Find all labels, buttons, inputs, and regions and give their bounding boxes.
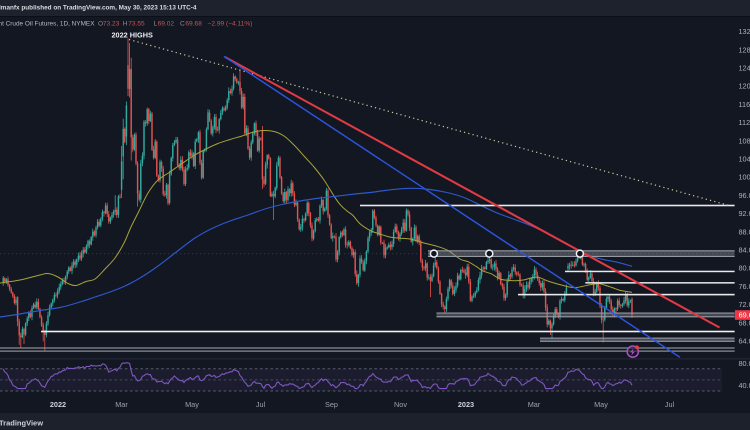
svg-text:O: O [98, 20, 103, 27]
svg-text:80.00: 80.00 [739, 359, 750, 368]
svg-text:128.00: 128.00 [739, 45, 750, 54]
svg-text:73.23: 73.23 [103, 20, 120, 27]
svg-text:108.00: 108.00 [739, 136, 750, 145]
svg-text:72.00: 72.00 [739, 300, 750, 309]
svg-text:nt Crude Oil Futures, 1D, NYME: nt Crude Oil Futures, 1D, NYMEX [0, 20, 95, 27]
svg-text:76.00: 76.00 [739, 282, 750, 291]
svg-text:124.00: 124.00 [739, 64, 750, 73]
svg-text:68.00: 68.00 [739, 318, 750, 327]
svg-text:H: H [123, 20, 128, 27]
svg-text:69.02: 69.02 [158, 20, 175, 27]
svg-text:69.68: 69.68 [739, 311, 750, 320]
svg-text:May: May [185, 400, 199, 409]
svg-text:−2.99 (−4.11%): −2.99 (−4.11%) [208, 20, 253, 27]
svg-text:100.00: 100.00 [739, 173, 750, 182]
svg-text:TradingView: TradingView [0, 418, 43, 427]
svg-text:Jul: Jul [256, 400, 266, 409]
svg-text:Sep: Sep [325, 400, 338, 409]
svg-text:96.00: 96.00 [739, 191, 750, 200]
svg-text:lmanfx published on TradingVie: lmanfx published on TradingView.com, May… [0, 4, 197, 11]
svg-text:L: L [154, 20, 158, 27]
svg-text:C: C [180, 20, 185, 27]
svg-text:104.00: 104.00 [739, 155, 750, 164]
svg-text:120.00: 120.00 [739, 82, 750, 91]
svg-text:2022 HIGHS: 2022 HIGHS [112, 30, 154, 39]
svg-text:69.68: 69.68 [185, 20, 202, 27]
svg-text:112.00: 112.00 [739, 118, 750, 127]
svg-text:Mar: Mar [528, 400, 541, 409]
svg-text:2023: 2023 [458, 400, 474, 409]
svg-text:92.00: 92.00 [739, 209, 750, 218]
svg-text:May: May [594, 400, 608, 409]
svg-text:Mar: Mar [115, 400, 128, 409]
svg-text:80.00: 80.00 [739, 264, 750, 273]
svg-text:73.55: 73.55 [128, 20, 145, 27]
svg-text:Nov: Nov [394, 400, 407, 409]
svg-text:2022: 2022 [50, 400, 66, 409]
svg-text:64.00: 64.00 [739, 337, 750, 346]
svg-text:Jul: Jul [665, 400, 675, 409]
svg-text:88.00: 88.00 [739, 227, 750, 236]
svg-text:40.00: 40.00 [739, 381, 750, 390]
svg-text:116.00: 116.00 [739, 100, 750, 109]
svg-text:132.00: 132.00 [739, 27, 750, 36]
svg-text:84.00: 84.00 [739, 246, 750, 255]
